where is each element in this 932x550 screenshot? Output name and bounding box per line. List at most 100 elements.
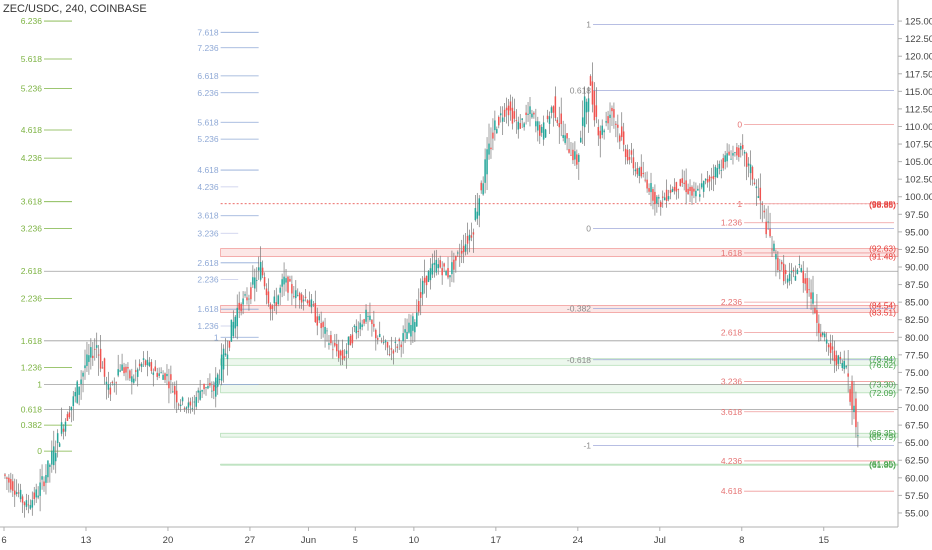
fib-level-label: 1.618 [197,304,219,314]
candle-body [318,316,320,321]
price-level-label: (98.88) [869,199,896,209]
candle-body [238,302,240,310]
candle-body [749,164,752,174]
candle-body [579,137,582,143]
fib-level-label: 5.236 [197,134,219,144]
fib-level-label: 2.618 [21,266,43,276]
candle-body [763,210,765,213]
price-tick-label: 125.00 [905,17,932,28]
candle-body [31,500,34,508]
candle-body [542,122,545,140]
time-tick-label: Jul [654,535,666,546]
candle-body [759,187,762,201]
candle-body [66,414,69,421]
candle-body [845,365,847,368]
candle-body [716,168,719,178]
candle-body [671,188,674,193]
candle-body [334,342,336,346]
candle-body [95,345,98,348]
candle-body [191,407,194,409]
candle-body [328,343,330,345]
fib-level-label: 3.236 [197,228,219,238]
candle-body [246,297,248,301]
candle-body [835,355,838,366]
candle-body [568,149,570,153]
fib-level-label: -0.618 [567,355,591,365]
candle-body [275,302,278,307]
candle-body [164,373,166,380]
candle-body [134,370,137,372]
fib-level-label: 4.618 [197,165,219,175]
candle-body [488,143,490,155]
price-tick-label: 77.50 [905,350,929,361]
candle-body [166,373,168,377]
candle-body [37,495,39,498]
candle-body [341,350,344,360]
candle-body [174,386,176,395]
candle-body [486,149,488,175]
fib-level-label: 1.618 [21,336,43,346]
candle-body [6,477,8,479]
candle-body [478,198,481,216]
candle-body [160,372,162,374]
candle-body [92,355,94,359]
candle-body [734,152,736,153]
candle-body [818,323,820,334]
candle-body [699,194,701,197]
candle-body [825,339,828,344]
candle-body [392,350,395,354]
price-tick-label: 112.50 [905,104,932,115]
fib-level-label: 1 [737,199,742,209]
price-tick-label: 122.50 [905,34,932,45]
candle-body [468,234,471,241]
candle-body [349,335,352,346]
candle-body [675,182,678,192]
candle-body [361,324,363,327]
candle-body [661,196,664,198]
candle-body [775,254,777,260]
candle-body [802,270,804,284]
candle-body [64,421,67,432]
candle-body [673,186,676,191]
fib-level-label: 0 [737,119,742,129]
fib-level-label: 3.236 [721,377,743,387]
time-tick-label: 13 [81,535,92,546]
fib-level-label: 4.236 [721,456,743,466]
candle-body [113,383,116,385]
candle-body [466,235,469,244]
candle-body [259,261,262,280]
candle-body [371,319,373,324]
candle-body [117,369,119,376]
fib-level-label: 0 [586,223,591,233]
price-tick-label: 117.50 [905,69,932,80]
candle-body [781,261,783,265]
fib-level-label: 1 [37,379,42,389]
candle-body [156,372,158,377]
candle-body [587,98,590,112]
candle-body [609,114,611,118]
candle-body [855,398,857,428]
candle-body [626,149,629,161]
candle-body [537,121,539,131]
candle-body [326,330,328,332]
candle-body [499,113,502,116]
candle-body [460,250,463,254]
candle-body [498,116,500,126]
candle-body [683,182,685,184]
candle-body [476,211,479,219]
candle-body [601,125,603,135]
candle-body [23,502,26,506]
candle-body [710,177,713,178]
candle-body [457,252,459,254]
candle-body [181,397,184,402]
zone-band [220,305,899,313]
price-tick-label: 102.50 [905,175,932,186]
candle-body [226,354,229,360]
candle-body [595,105,598,117]
candle-body [451,262,453,275]
price-tick-label: 95.00 [905,227,929,238]
candle-body [285,278,287,283]
candle-body [714,166,717,178]
candle-body [345,350,348,354]
